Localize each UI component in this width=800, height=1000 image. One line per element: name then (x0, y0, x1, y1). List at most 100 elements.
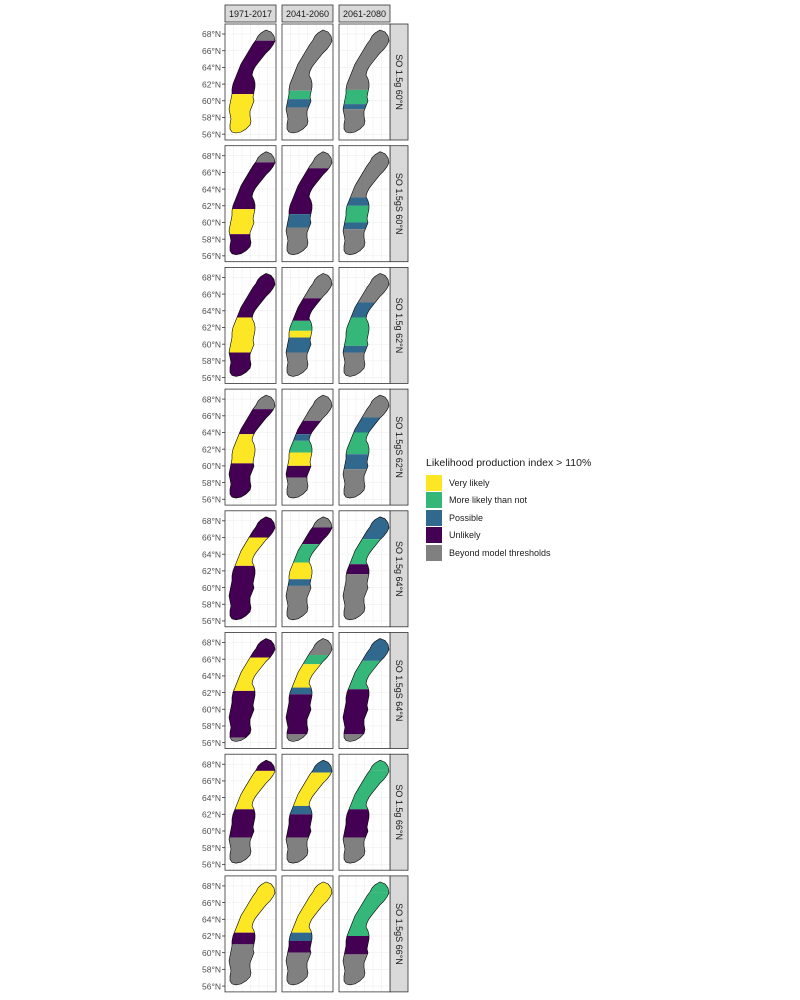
panel-border (281, 266, 334, 384)
panel-border (338, 266, 391, 384)
y-tick-label: 64°N (202, 549, 221, 559)
map-panel (224, 510, 277, 628)
y-tick-label: 58°N (202, 965, 221, 975)
legend-title: Likelihood production index > 110% (426, 457, 592, 469)
legend-label: More likely than not (449, 495, 528, 506)
panel-border (338, 145, 391, 263)
map-region-unlikely (343, 564, 389, 575)
row-strip-label: SO 1.5gS 64°N (394, 660, 404, 722)
map-panel (338, 388, 391, 506)
map-panel (338, 145, 391, 263)
row-strip-label: SO 1.5g 66°N (394, 784, 404, 840)
y-tick-label: 66°N (202, 411, 221, 421)
y-tick-label: 66°N (202, 289, 221, 299)
column-strip (338, 4, 391, 23)
y-tick-label: 68°N (202, 638, 221, 648)
y-tick-label: 58°N (202, 113, 221, 123)
map-panel (224, 632, 277, 749)
y-tick-label: 66°N (202, 776, 221, 786)
row-strip-label: SO 1.5gS 62°N (394, 416, 404, 478)
y-tick-label: 56°N (202, 738, 221, 748)
y-tick-label: 64°N (202, 184, 221, 194)
panel-border (281, 145, 334, 263)
row-strip-label: SO 1.5gS 66°N (394, 903, 404, 965)
y-tick-label: 62°N (202, 809, 221, 819)
map-region-possible (286, 687, 332, 695)
y-tick-label: 68°N (202, 273, 221, 283)
map-panel (281, 23, 334, 141)
panel-border (224, 510, 277, 628)
legend-item: Beyond model thresholds (426, 544, 591, 562)
y-tick-label: 56°N (202, 129, 221, 139)
y-tick-label: 64°N (202, 306, 221, 316)
panel-border (281, 632, 334, 749)
y-tick-label: 64°N (202, 63, 221, 73)
panel-border (281, 510, 334, 628)
legend-item: Very likely (426, 474, 591, 492)
panel-border (224, 23, 277, 141)
y-tick-label: 56°N (202, 373, 221, 383)
legend-label: Beyond model thresholds (449, 547, 551, 558)
y-tick-label: 66°N (202, 898, 221, 908)
column-strip (281, 4, 334, 23)
y-tick-label: 64°N (202, 914, 221, 924)
panel-border (224, 145, 277, 263)
column-strip-label: 2041-2060 (286, 9, 329, 19)
map-panel (281, 266, 334, 384)
y-tick-label: 62°N (202, 931, 221, 941)
map-panel (224, 266, 277, 384)
map-panel (224, 753, 277, 871)
y-tick-label: 68°N (202, 394, 221, 404)
map-region-possible (286, 805, 332, 815)
y-tick-label: 68°N (202, 516, 221, 526)
panel-border (338, 753, 391, 871)
panel-border (224, 388, 277, 506)
map-region-possible (286, 932, 332, 941)
row-strip-label: SO 1.5g 62°N (394, 298, 404, 354)
panel-border (281, 875, 334, 993)
y-tick-label: 60°N (202, 583, 221, 593)
y-tick-label: 66°N (202, 654, 221, 664)
y-tick-label: 58°N (202, 721, 221, 731)
legend-item: Unlikely (426, 527, 591, 545)
map-region-unlikely (229, 932, 275, 945)
map-panel (281, 875, 334, 993)
y-tick-label: 58°N (202, 599, 221, 609)
map-panel (281, 753, 334, 871)
legend-label: Possible (449, 512, 484, 523)
y-tick-label: 60°N (202, 218, 221, 228)
y-tick-label: 60°N (202, 461, 221, 471)
map-panel (224, 145, 277, 263)
y-tick-label: 60°N (202, 704, 221, 714)
map-panel (281, 388, 334, 506)
map-panel (281, 510, 334, 628)
legend-label: Unlikely (449, 530, 481, 541)
y-tick-label: 66°N (202, 533, 221, 543)
legend-key (426, 509, 442, 526)
map-panel (281, 632, 334, 749)
y-tick-label: 58°N (202, 843, 221, 853)
map-region-more-likely (286, 320, 332, 331)
map-panel (338, 875, 391, 993)
row-strip-label: SO 1.5gS 60°N (394, 173, 404, 235)
map-panel (338, 510, 391, 628)
panel-border (338, 23, 391, 141)
y-tick-label: 68°N (202, 881, 221, 891)
legend-items: Very likely More likely than not Possible U… (426, 474, 591, 562)
row-strip-label: SO 1.5g 60°N (394, 54, 404, 110)
row-strip-label: SO 1.5g 64°N (394, 541, 404, 597)
panel-border (281, 388, 334, 506)
panel-border (224, 632, 277, 749)
panel-border (338, 875, 391, 993)
y-tick-label: 56°N (202, 494, 221, 504)
y-tick-label: 58°N (202, 356, 221, 366)
y-tick-label: 62°N (202, 444, 221, 454)
y-tick-label: 64°N (202, 671, 221, 681)
y-tick-label: 66°N (202, 46, 221, 56)
y-tick-label: 56°N (202, 981, 221, 991)
map-panel (281, 145, 334, 263)
map-panel (224, 23, 277, 141)
y-tick-label: 60°N (202, 948, 221, 958)
map-region-possible (343, 222, 389, 230)
